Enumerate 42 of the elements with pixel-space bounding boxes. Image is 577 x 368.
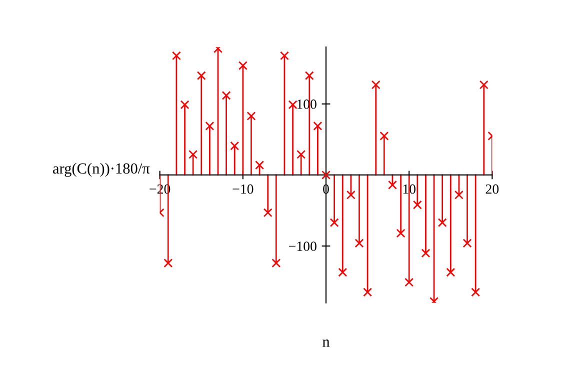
point <box>272 258 281 268</box>
point <box>205 121 214 130</box>
point <box>462 238 472 248</box>
point <box>438 218 447 228</box>
point <box>180 100 190 110</box>
point <box>446 268 456 277</box>
point <box>412 200 422 210</box>
point <box>338 268 348 277</box>
point <box>288 100 298 110</box>
point <box>371 80 380 90</box>
point <box>304 71 314 80</box>
y-tick-label: −100 <box>289 242 316 251</box>
point <box>380 131 389 140</box>
point <box>330 218 339 228</box>
x-tick-label: −10 <box>232 184 254 194</box>
point <box>471 288 480 297</box>
point <box>296 150 306 159</box>
point <box>346 190 356 200</box>
point <box>164 258 173 268</box>
point <box>188 150 198 159</box>
point <box>354 238 364 248</box>
point <box>246 112 256 121</box>
y-axis-title: arg(C(n))·180/π <box>53 162 150 177</box>
x-axis-title: n <box>322 340 330 347</box>
point <box>322 170 331 180</box>
point <box>313 121 322 130</box>
point <box>238 61 248 70</box>
point <box>363 288 372 297</box>
point <box>255 160 264 170</box>
point <box>263 208 272 218</box>
point <box>454 190 464 200</box>
point <box>280 51 289 60</box>
point <box>396 228 406 238</box>
point <box>404 278 414 287</box>
point <box>421 248 430 258</box>
point <box>172 51 181 60</box>
point <box>230 141 240 150</box>
x-tick-label: 20 <box>486 184 499 194</box>
point <box>222 90 231 100</box>
point <box>196 71 206 80</box>
point <box>479 80 488 90</box>
point <box>388 180 397 190</box>
